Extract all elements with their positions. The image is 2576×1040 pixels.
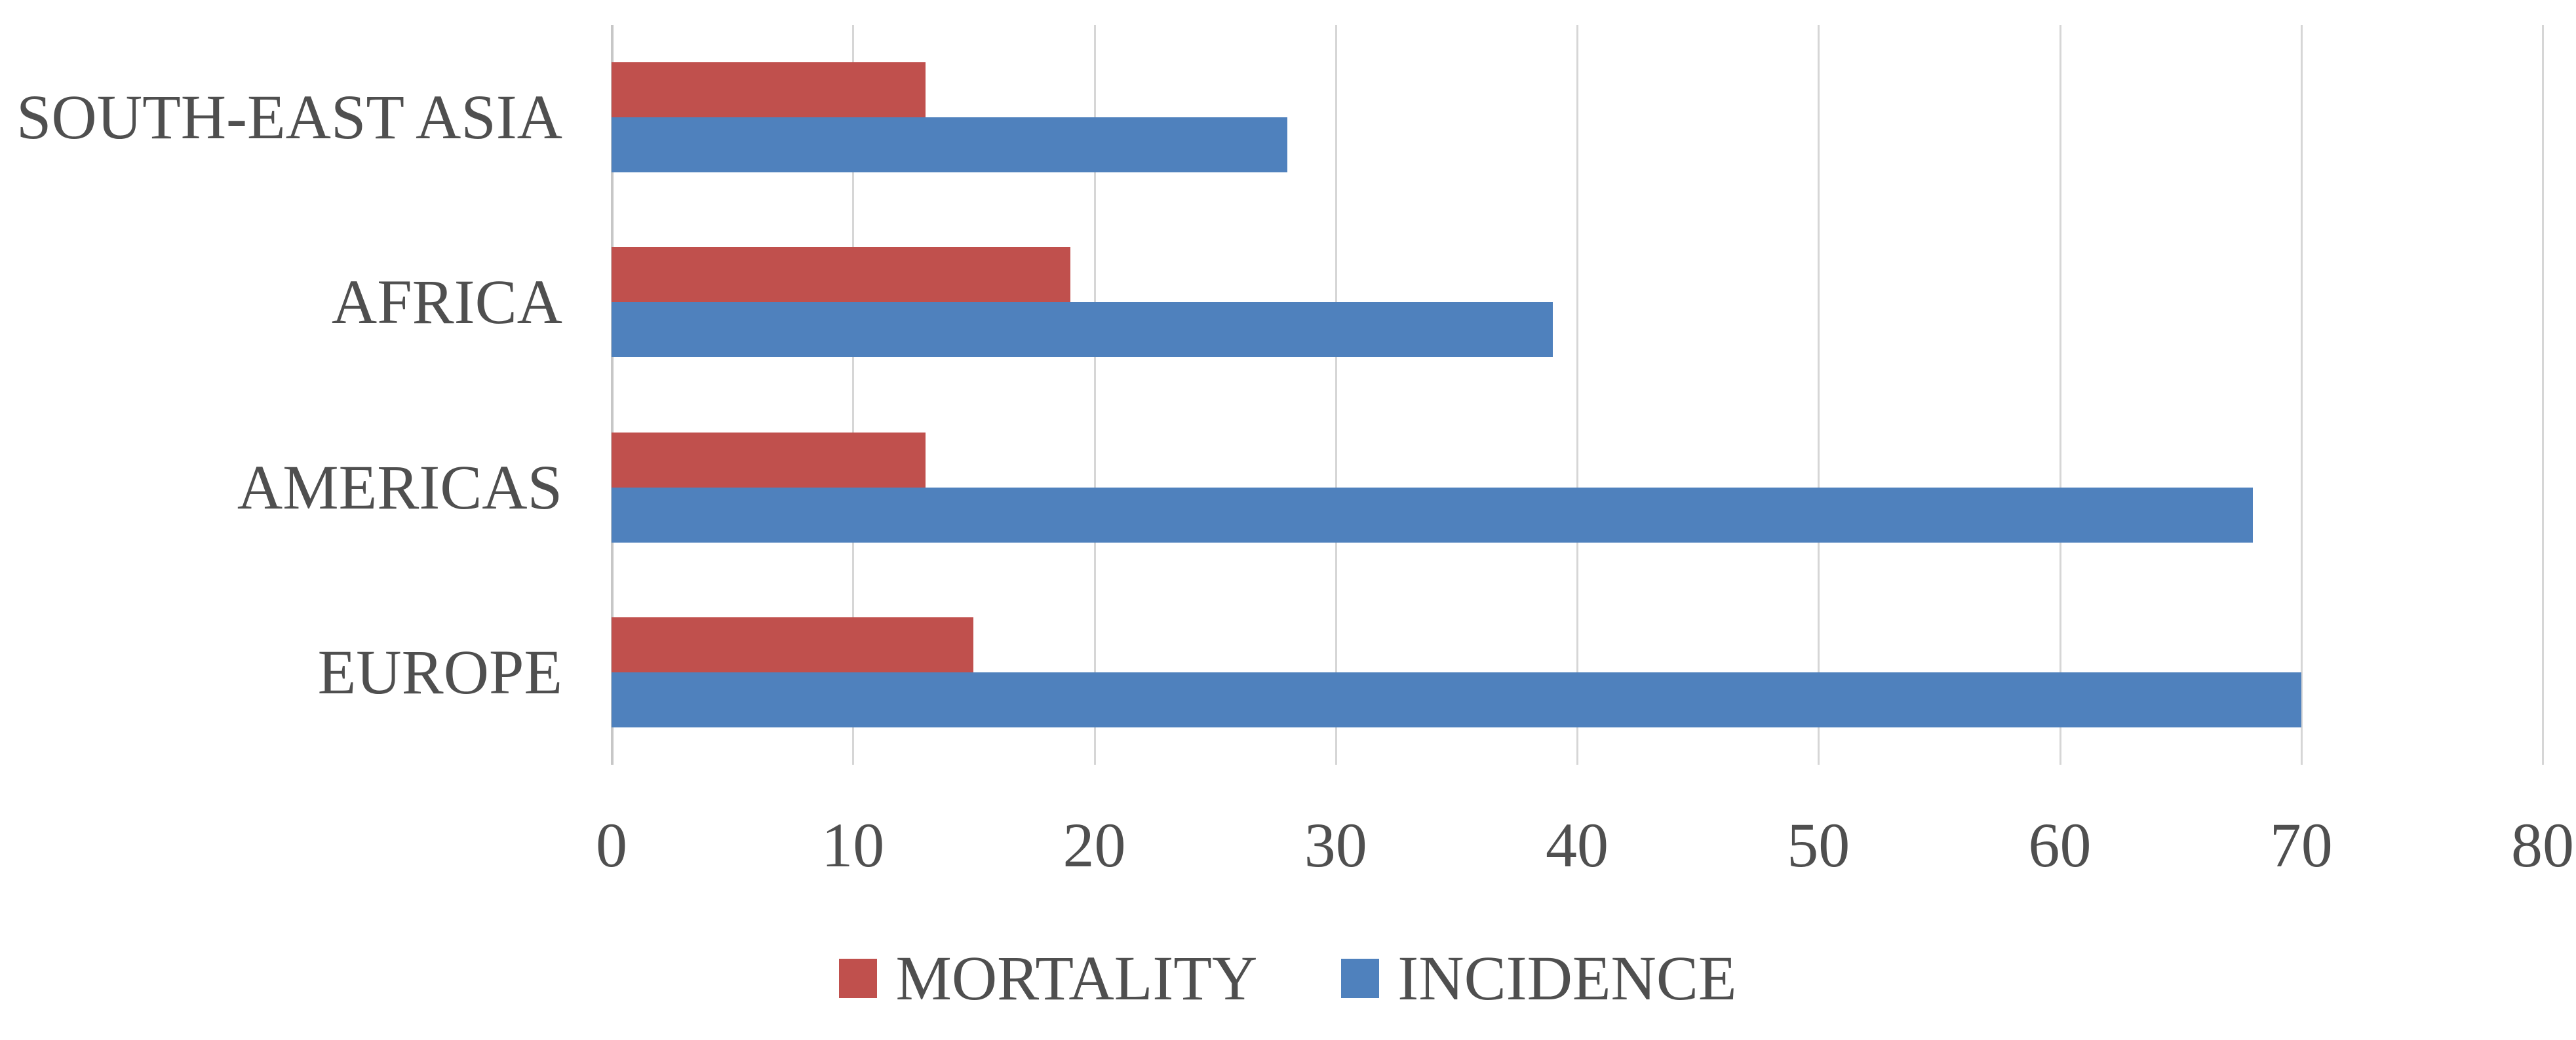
value-axis: 0 10 20 30 40 50 60 70 80 (0, 803, 2576, 895)
bar-mortality-south-east-asia (612, 62, 926, 118)
category-label-europe: EUROPE (317, 636, 562, 707)
value-tick-label-80: 80 (2511, 810, 2574, 880)
category-axis: SOUTH-EAST ASIA AFRICA AMERICAS EUROPE (0, 25, 562, 765)
gridline-20 (1093, 25, 1096, 765)
value-tick-label-30: 30 (1304, 810, 1367, 880)
legend-swatch-mortality (839, 959, 878, 998)
bar-mortality-africa (612, 247, 1070, 303)
gridline-50 (1818, 25, 1820, 765)
value-tick-label-40: 40 (1546, 810, 1609, 880)
category-label-africa: AFRICA (331, 267, 562, 337)
bar-incidence-europe (612, 672, 2301, 727)
legend-swatch-incidence (1341, 959, 1380, 998)
value-tick-label-50: 50 (1787, 810, 1850, 880)
value-tick-label-60: 60 (2028, 810, 2092, 880)
plot-area (611, 25, 2544, 765)
legend-label-incidence: INCIDENCE (1397, 943, 1737, 1013)
gridline-30 (1335, 25, 1337, 765)
value-tick-label-70: 70 (2269, 810, 2333, 880)
value-tick-label-10: 10 (821, 810, 885, 880)
bar-incidence-americas (612, 487, 2254, 543)
category-label-south-east-asia: SOUTH-EAST ASIA (16, 82, 562, 153)
bar-mortality-americas (612, 432, 926, 488)
gridline-40 (1576, 25, 1578, 765)
legend: MORTALITY INCIDENCE (0, 942, 2576, 1014)
gridline-60 (2059, 25, 2061, 765)
value-tick-label-20: 20 (1063, 810, 1126, 880)
gridline-80 (2542, 25, 2544, 765)
legend-label-mortality: MORTALITY (895, 943, 1258, 1013)
legend-item-incidence: INCIDENCE (1341, 942, 1737, 1014)
legend-item-mortality: MORTALITY (839, 942, 1257, 1014)
category-axis-line (611, 25, 614, 765)
category-label-americas: AMERICAS (237, 452, 562, 522)
gridline-10 (852, 25, 855, 765)
bar-mortality-europe (612, 617, 974, 672)
bar-incidence-south-east-asia (612, 117, 1288, 173)
value-tick-label-0: 0 (596, 810, 627, 880)
gridline-70 (2300, 25, 2303, 765)
bar-incidence-africa (612, 302, 1553, 358)
